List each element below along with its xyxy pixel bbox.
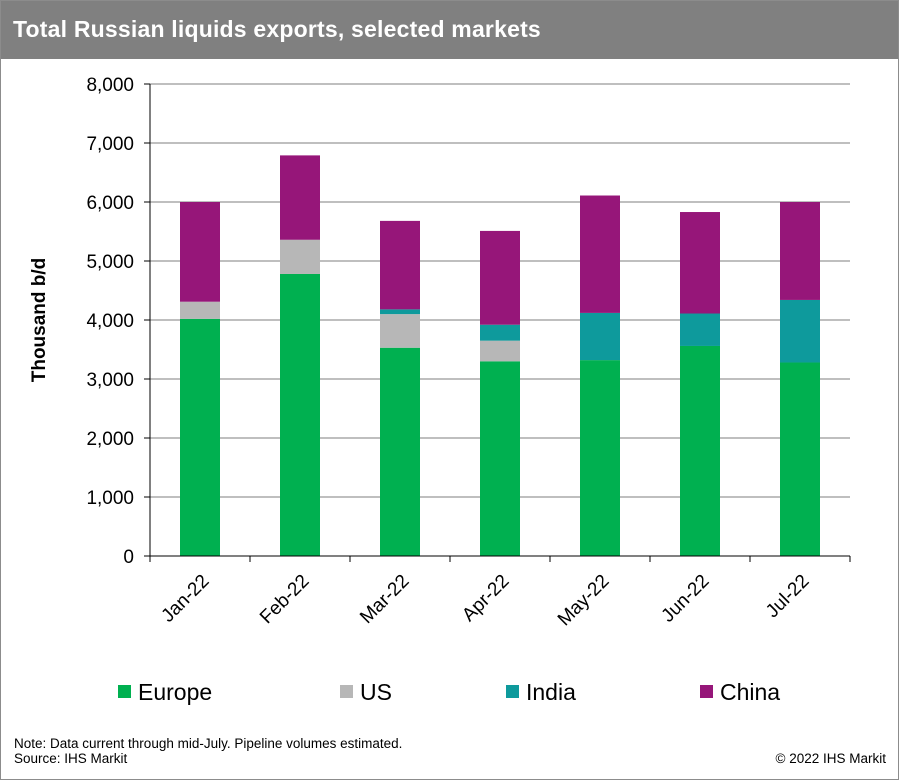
x-tick-label: Feb-22 bbox=[256, 571, 313, 628]
bar-china bbox=[380, 220, 420, 310]
bar-europe bbox=[480, 361, 520, 556]
bar-us bbox=[380, 314, 420, 348]
x-tick-label: Apr-22 bbox=[458, 571, 513, 626]
footnote-source: Source: IHS Markit bbox=[14, 751, 128, 766]
bar-china bbox=[780, 202, 820, 300]
legend-swatch-india bbox=[506, 685, 519, 698]
bar-china bbox=[280, 155, 320, 240]
bar-europe bbox=[380, 347, 420, 556]
legend: Europe US India China bbox=[1, 677, 898, 707]
footnote-note: Note: Data current through mid-July. Pip… bbox=[14, 736, 403, 751]
y-tick-label: 2,000 bbox=[86, 429, 134, 450]
bar-india bbox=[480, 324, 520, 341]
y-tick-label: 4,000 bbox=[86, 311, 134, 332]
bar-india bbox=[580, 312, 620, 361]
y-axis-title: Thousand b/d bbox=[29, 258, 50, 383]
legend-swatch-europe bbox=[118, 685, 131, 698]
bar-europe bbox=[580, 360, 620, 556]
bar-china bbox=[480, 230, 520, 325]
y-tick-label: 6,000 bbox=[86, 193, 134, 214]
y-tick-label: 1,000 bbox=[86, 488, 134, 509]
legend-swatch-us bbox=[340, 685, 353, 698]
bar-us bbox=[180, 301, 220, 319]
x-tick-label: Mar-22 bbox=[356, 571, 413, 628]
y-tick-label: 0 bbox=[123, 547, 134, 568]
bar-china bbox=[180, 202, 220, 302]
y-tick-label: 7,000 bbox=[86, 134, 134, 155]
bar-europe bbox=[180, 318, 220, 556]
title-bar: Total Russian liquids exports, selected … bbox=[1, 1, 898, 59]
x-tick-label: Jan-22 bbox=[158, 571, 214, 627]
x-tick-label: May-22 bbox=[554, 571, 614, 631]
y-tick-label: 5,000 bbox=[86, 252, 134, 273]
chart-plot: 0 1,000 2,000 3,000 4,000 5,000 6,000 7,000 8,00… bbox=[29, 75, 851, 631]
bar-china bbox=[580, 195, 620, 313]
y-tick-label: 3,000 bbox=[86, 370, 134, 391]
bar-china bbox=[680, 212, 720, 314]
bar-europe bbox=[280, 273, 320, 556]
copyright: © 2022 IHS Markit bbox=[775, 751, 887, 766]
x-tick-label: Jun-22 bbox=[658, 571, 714, 627]
x-tick-label: Jul-22 bbox=[762, 571, 813, 622]
footnote: Note: Data current through mid-July. Pip… bbox=[14, 736, 402, 766]
bar-india bbox=[680, 313, 720, 346]
legend-label-us: US bbox=[360, 679, 392, 705]
bar-india bbox=[380, 309, 420, 315]
bar-europe bbox=[780, 362, 820, 556]
legend-swatch-china bbox=[700, 685, 713, 698]
bar-us bbox=[480, 340, 520, 362]
bar-india bbox=[780, 299, 820, 363]
legend-label-india: India bbox=[526, 679, 576, 705]
legend-label-china: China bbox=[720, 679, 781, 705]
bar-us bbox=[280, 239, 320, 274]
bar-europe bbox=[680, 345, 720, 556]
y-tick-label: 8,000 bbox=[86, 75, 134, 96]
chart-title: Total Russian liquids exports, selected … bbox=[13, 16, 541, 42]
legend-label-europe: Europe bbox=[138, 679, 213, 705]
